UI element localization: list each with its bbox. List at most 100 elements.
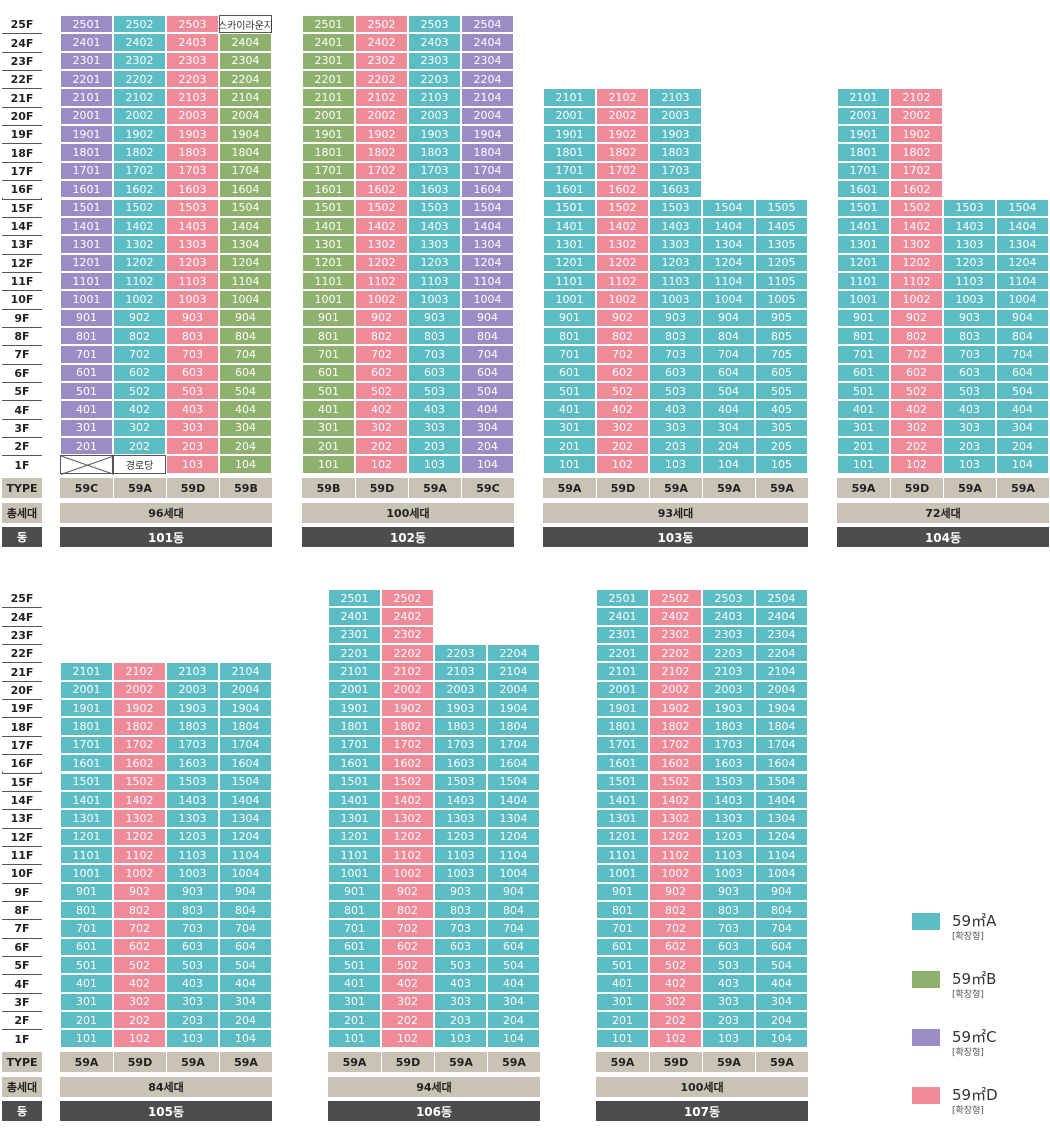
unit-cell: 704 <box>219 345 272 364</box>
unit-type-label: 59A <box>755 478 808 498</box>
unit-cell: 1701 <box>328 735 381 755</box>
unit-cell: 1201 <box>60 253 113 272</box>
unit-cell: 1102 <box>381 845 434 865</box>
unit-cell: 1302 <box>649 809 702 828</box>
unit-cell: 702 <box>890 345 943 364</box>
unit-type-label: 59D <box>166 478 219 498</box>
unit-cell: 1602 <box>890 180 943 199</box>
unit-cell: 1801 <box>837 143 890 162</box>
unit-cell: 801 <box>60 326 113 346</box>
unit-cell: 803 <box>943 326 996 346</box>
unit-cell: 1204 <box>996 253 1049 272</box>
unit-cell: 1802 <box>113 143 166 162</box>
unit-cell: 1301 <box>328 809 381 828</box>
unit-cell: 1201 <box>543 253 596 272</box>
unit-cell: 1104 <box>461 271 514 291</box>
unit-cell: 1302 <box>596 235 649 254</box>
unit-cell: 1404 <box>755 790 808 810</box>
unit-cell: 301 <box>302 418 355 438</box>
unit-cell: 1203 <box>166 827 219 846</box>
unit-cell: 503 <box>434 956 487 975</box>
unit-cell: 2002 <box>890 106 943 126</box>
unit-cell: 802 <box>113 326 166 346</box>
unit-cell: 1502 <box>890 198 943 217</box>
unit-cell: 1801 <box>596 717 649 736</box>
unit-cell: 1904 <box>461 125 514 144</box>
unit-cell: 801 <box>837 326 890 346</box>
unit-cell: 504 <box>755 956 808 975</box>
unit-cell: 1001 <box>60 290 113 309</box>
unit-cell: 501 <box>60 382 113 401</box>
floor-label: 10F <box>2 864 42 883</box>
unit-cell: 1104 <box>996 271 1049 291</box>
unit-cell: 903 <box>943 308 996 327</box>
unit-cell: 1903 <box>702 699 755 718</box>
unit-cell: 1803 <box>166 143 219 162</box>
floor-label: 15F <box>2 198 42 217</box>
unit-cell: 1002 <box>649 864 702 883</box>
unit-cell: 603 <box>943 363 996 382</box>
unit-cell: 2002 <box>649 680 702 700</box>
unit-cell: 2103 <box>166 88 219 107</box>
unit-cell: 1405 <box>755 216 808 236</box>
total-row-label: 총세대 <box>2 1077 42 1097</box>
unit-cell: 502 <box>355 382 408 401</box>
unit-cell: 1201 <box>837 253 890 272</box>
unit-cell: 1502 <box>113 772 166 791</box>
unit-cell: 1302 <box>113 235 166 254</box>
unit-type-label: 59A <box>996 478 1049 498</box>
unit-cell: 303 <box>166 418 219 438</box>
floor-label: 8F <box>2 326 42 346</box>
unit-cell: 904 <box>755 882 808 901</box>
unit-cell: 2202 <box>381 644 434 663</box>
unit-cell: 203 <box>166 1011 219 1030</box>
unit-type-label: 59D <box>381 1052 434 1072</box>
building-name: 107동 <box>596 1101 808 1121</box>
floor-label: 16F <box>2 754 42 773</box>
unit-type-label: 59A <box>487 1052 540 1072</box>
unit-cell: 601 <box>60 363 113 382</box>
unit-cell: 2103 <box>166 662 219 681</box>
unit-cell: 201 <box>837 437 890 456</box>
unit-cell: 1801 <box>328 717 381 736</box>
unit-cell: 203 <box>408 437 461 456</box>
unit-cell: 202 <box>649 1011 702 1030</box>
unit-cell: 1504 <box>219 772 272 791</box>
unit-cell: 201 <box>328 1011 381 1030</box>
unit-cell: 1703 <box>434 735 487 755</box>
floor-label: 9F <box>2 308 42 327</box>
unit-cell: 402 <box>113 974 166 993</box>
unit-cell: 1901 <box>302 125 355 144</box>
unit-cell: 204 <box>487 1011 540 1030</box>
unit-cell: 1502 <box>649 772 702 791</box>
unit-cell: 902 <box>649 882 702 901</box>
unit-cell: 701 <box>543 345 596 364</box>
unit-cell: 304 <box>755 992 808 1012</box>
unit-cell: 902 <box>113 308 166 327</box>
unit-cell: 1003 <box>649 290 702 309</box>
unit-cell: 403 <box>649 400 702 419</box>
unit-cell: 1704 <box>219 735 272 755</box>
unit-type-label: 59B <box>219 478 272 498</box>
unit-cell: 1902 <box>355 125 408 144</box>
unit-cell: 2504 <box>755 589 808 608</box>
unit-cell: 2501 <box>60 15 113 34</box>
legend-swatch <box>912 1029 940 1046</box>
unit-cell: 1304 <box>219 809 272 828</box>
unit-cell: 2501 <box>596 589 649 608</box>
unit-cell: 1104 <box>702 271 755 291</box>
unit-cell: 1803 <box>649 143 702 162</box>
unit-cell: 2002 <box>381 680 434 700</box>
floor-label: 6F <box>2 363 42 382</box>
unit-cell: 401 <box>302 400 355 419</box>
unit-cell: 2502 <box>649 589 702 608</box>
unit-cell: 2401 <box>328 607 381 626</box>
unit-cell: 404 <box>461 400 514 419</box>
unit-cell: 304 <box>702 418 755 438</box>
unit-cell: 402 <box>113 400 166 419</box>
unit-cell: 602 <box>113 363 166 382</box>
unit-cell: 1404 <box>702 216 755 236</box>
unit-cell: 1104 <box>487 845 540 865</box>
legend-item-a: 59㎡A [확장형] <box>912 912 1022 953</box>
unit-cell: 302 <box>355 418 408 438</box>
